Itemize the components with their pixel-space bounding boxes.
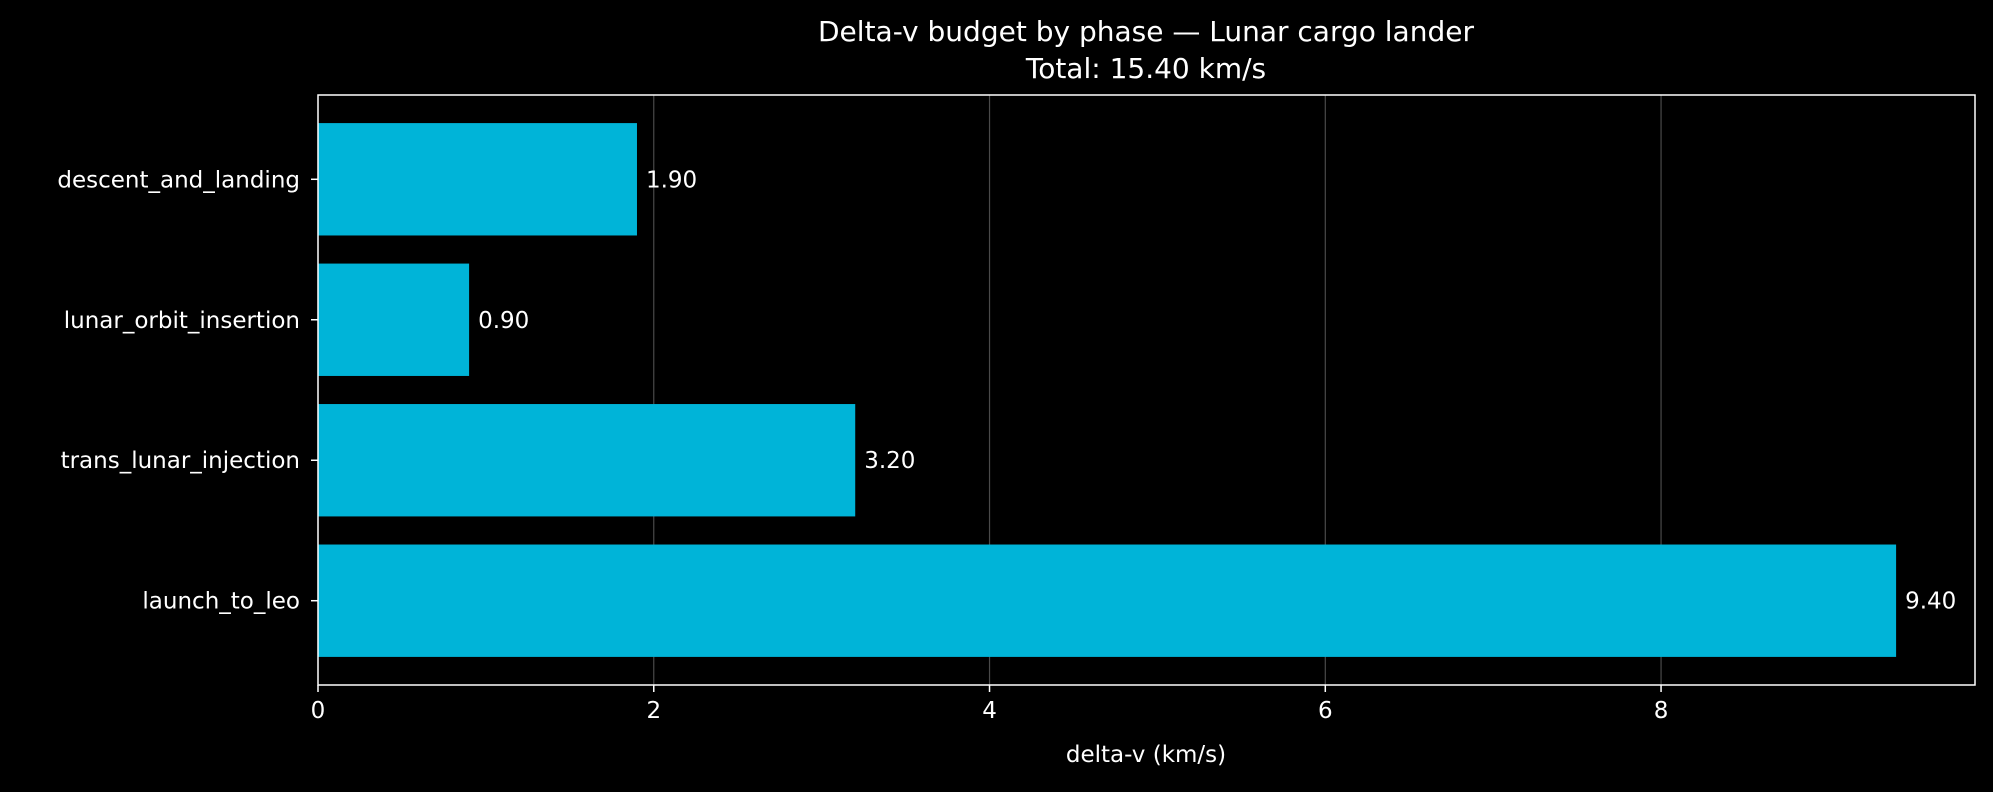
bar-lunar_orbit_insertion	[318, 263, 470, 376]
x-tick-label-0: 0	[311, 698, 326, 724]
x-tick-label-2: 2	[646, 698, 661, 724]
value-label-trans_lunar_injection: 3.20	[864, 448, 915, 474]
axes: launch_to_leo trans_lunar_injection lunar_…	[57, 94, 1976, 724]
x-tick-label-8: 8	[1654, 698, 1669, 724]
bar-trans_lunar_injection	[318, 404, 856, 517]
bar-launch_to_leo	[318, 544, 1897, 657]
value-labels: 9.40 3.20 0.90 1.90	[478, 167, 1956, 614]
y-tick-label-lunar_orbit_insertion: lunar_orbit_insertion	[64, 308, 300, 334]
x-tick-label-6: 6	[1318, 698, 1333, 724]
y-tick-label-trans_lunar_injection: trans_lunar_injection	[61, 448, 300, 474]
bars	[318, 123, 1897, 657]
y-tick-label-launch_to_leo: launch_to_leo	[142, 589, 300, 615]
x-axis-label: delta-v (km/s)	[1066, 742, 1226, 768]
x-tick-label-4: 4	[982, 698, 997, 724]
plot-frame	[317, 94, 1976, 686]
value-label-launch_to_leo: 9.40	[1905, 589, 1956, 615]
bar-descent_and_landing	[318, 123, 637, 236]
value-label-descent_and_landing: 1.90	[646, 167, 697, 193]
value-label-lunar_orbit_insertion: 0.90	[478, 308, 529, 334]
chart-subtitle: Total: 15.40 km/s	[1025, 52, 1266, 85]
y-tick-label-descent_and_landing: descent_and_landing	[57, 167, 300, 193]
chart-title: Delta-v budget by phase — Lunar cargo la…	[818, 15, 1474, 48]
